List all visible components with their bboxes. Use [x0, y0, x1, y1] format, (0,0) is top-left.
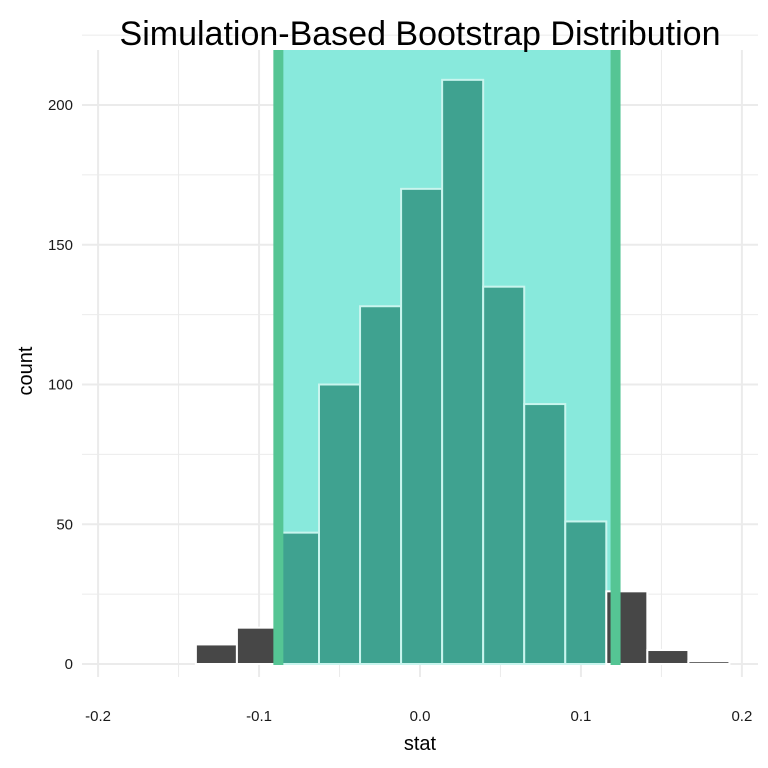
y-tick-label: 100 — [48, 377, 73, 394]
histogram-bar-3 — [235, 626, 279, 665]
x-tick-label: 0.1 — [571, 708, 592, 725]
interval-upper-edge — [610, 50, 621, 665]
histogram-bar-6 — [359, 305, 403, 665]
interval-edge-layer — [273, 50, 621, 665]
tick-layer: 0 50 100 150 200 -0.2 -0.1 0.0 0.1 0.2 — [48, 97, 752, 725]
x-tick-label: 0.2 — [731, 708, 752, 725]
histogram-bar-11 — [564, 520, 608, 666]
histogram-bar-13 — [646, 649, 690, 666]
interval-lower-edge — [273, 50, 284, 665]
histogram-bar-5 — [318, 383, 362, 665]
histogram-bar-9 — [482, 285, 526, 665]
histogram-bar-14 — [687, 660, 731, 666]
histogram-bar-10 — [523, 403, 567, 665]
x-axis-title: stat — [404, 733, 437, 755]
histogram-bar-2 — [194, 643, 238, 665]
chart-title: Simulation-Based Bootstrap Distribution — [120, 15, 721, 53]
y-tick-label: 150 — [48, 237, 73, 254]
histogram-bar-7 — [400, 187, 444, 665]
histogram-bar-8 — [441, 78, 485, 666]
histogram-bar-4 — [276, 531, 321, 666]
bar-layer — [194, 78, 731, 666]
y-axis-title: count — [15, 346, 37, 395]
x-tick-label: -0.1 — [246, 708, 272, 725]
x-tick-label: 0.0 — [410, 708, 431, 725]
x-tick-label: -0.2 — [85, 708, 111, 725]
y-tick-label: 50 — [56, 516, 73, 533]
y-tick-label: 200 — [48, 97, 73, 114]
y-tick-label: 0 — [65, 656, 73, 673]
